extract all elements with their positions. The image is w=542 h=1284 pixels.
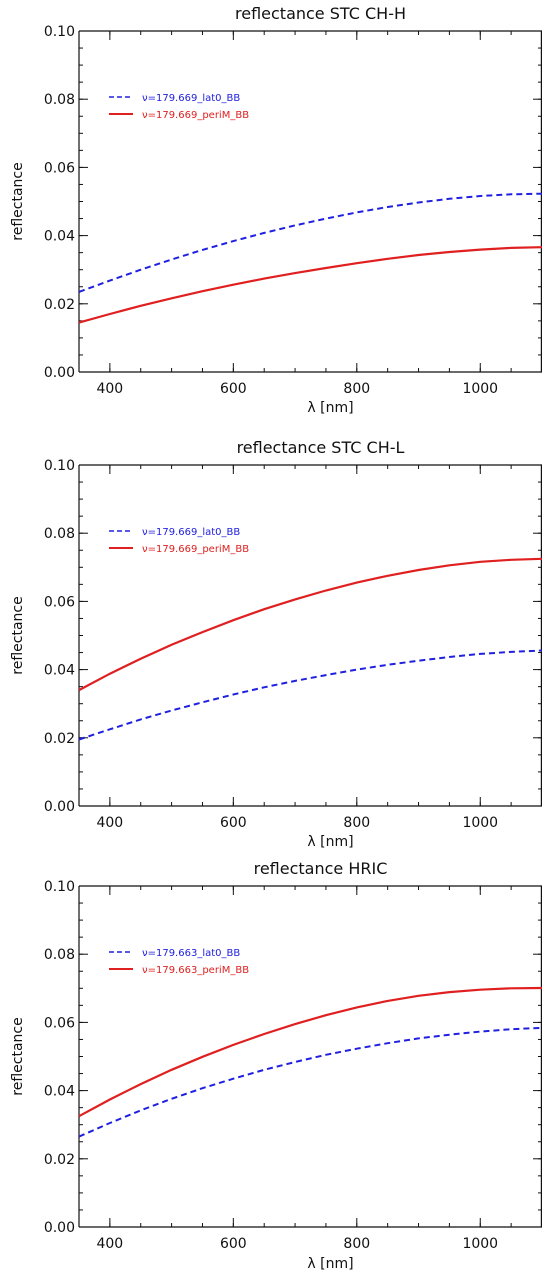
x-axis-label: λ [nm]: [307, 834, 353, 850]
legend-label: ν=179.663_periM_BB: [142, 965, 249, 976]
chart-panel-3: reflectance HRIC 0.00 0.02 0.04 0.06 0.08 0.10…: [10, 859, 542, 1272]
y-tick-label: 0.04: [44, 1084, 75, 1100]
y-tick-label: 0.04: [44, 229, 75, 245]
series-line: [78, 557, 542, 692]
y-tick-label: 0.10: [44, 24, 75, 40]
series-line: [78, 986, 542, 1118]
x-tick-label: 1000: [462, 1236, 498, 1252]
x-tick-label: 600: [220, 815, 247, 831]
x-axis-label: λ [nm]: [307, 1256, 353, 1272]
chart-panel-2: reflectance STC CH-L 0.00 0.02 0.04 0.06 0.08…: [10, 438, 542, 850]
legend-label: ν=179.669_lat0_BB: [142, 93, 240, 104]
x-tick-label: 800: [343, 1236, 370, 1252]
legend-label: ν=179.669_periM_BB: [142, 544, 249, 555]
y-tick-label: 0.02: [44, 297, 75, 313]
y-tick-label: 0.02: [44, 731, 75, 747]
x-tick-label: 400: [96, 381, 123, 397]
chart-panel-1: reflectance STC CH-H 0.00 0.02 0.04 0.06 0.08…: [10, 4, 542, 416]
x-axis-label: λ [nm]: [307, 400, 353, 416]
x-tick-label: 800: [343, 815, 370, 831]
y-tick-label: 0.06: [44, 594, 75, 610]
legend-label: ν=179.669_lat0_BB: [142, 527, 240, 538]
series-line: [78, 246, 542, 324]
x-tick-label: 1000: [462, 381, 498, 397]
y-tick-label: 0.06: [44, 160, 75, 176]
x-tick-label: 400: [96, 815, 123, 831]
y-tick-label: 0.08: [44, 526, 75, 542]
x-tick-label: 800: [343, 381, 370, 397]
series-line: [78, 1026, 542, 1138]
x-tick-label: 600: [220, 1236, 247, 1252]
y-tick-label: 0.00: [44, 365, 75, 381]
y-tick-label: 0.10: [44, 879, 75, 895]
y-axis-label: reflectance: [10, 162, 26, 240]
x-tick-label: 1000: [462, 815, 498, 831]
y-tick-label: 0.04: [44, 663, 75, 679]
y-tick-label: 0.08: [44, 92, 75, 108]
chart-title: reflectance STC CH-H: [235, 4, 406, 23]
series-line: [78, 649, 542, 741]
x-tick-label: 400: [96, 1236, 123, 1252]
y-tick-label: 0.10: [44, 458, 75, 474]
chart-title: reflectance HRIC: [254, 859, 388, 878]
y-tick-label: 0.06: [44, 1015, 75, 1031]
series-line: [78, 192, 542, 293]
y-tick-label: 0.00: [44, 1220, 75, 1236]
chart-title: reflectance STC CH-L: [237, 438, 405, 457]
legend-label: ν=179.669_periM_BB: [142, 110, 249, 121]
y-tick-label: 0.08: [44, 947, 75, 963]
x-tick-label: 600: [220, 381, 247, 397]
y-axis-label: reflectance: [10, 596, 26, 674]
y-tick-label: 0.00: [44, 799, 75, 815]
y-axis-label: reflectance: [10, 1017, 26, 1095]
legend-label: ν=179.663_lat0_BB: [142, 948, 240, 959]
y-tick-label: 0.02: [44, 1152, 75, 1168]
